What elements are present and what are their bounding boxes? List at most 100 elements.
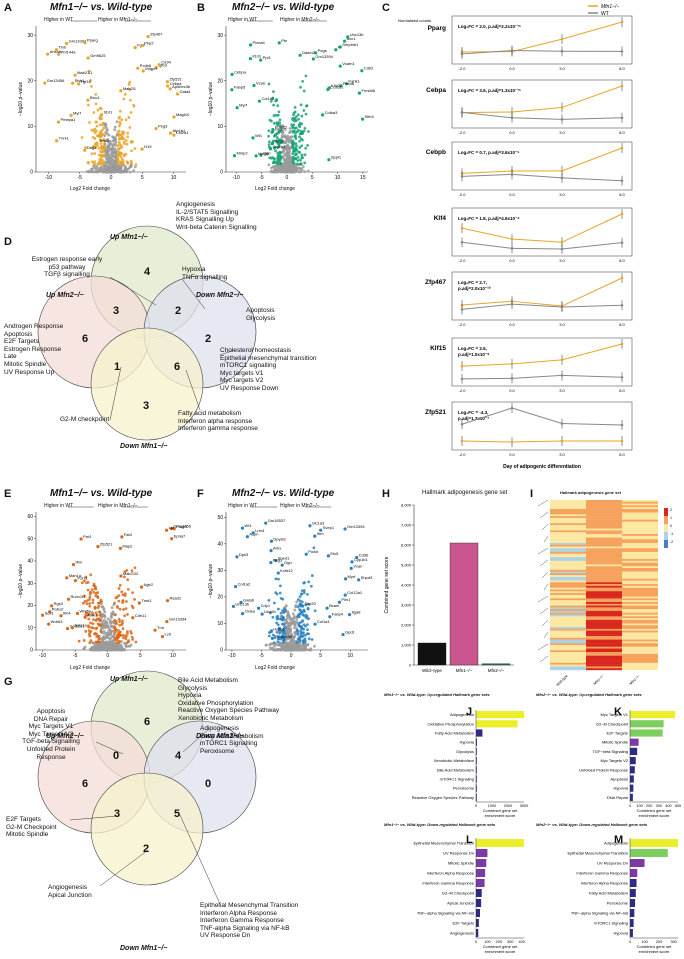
y-tick-label: 0 <box>220 170 223 176</box>
labelled-point <box>140 43 144 48</box>
heatmap-cell <box>586 659 622 662</box>
bar-5 <box>630 757 636 765</box>
data-point <box>126 613 129 616</box>
data-point <box>278 118 282 122</box>
heatmap-cell <box>550 657 586 660</box>
data-point <box>118 132 121 136</box>
data-point <box>305 632 309 636</box>
data-point <box>299 608 302 612</box>
data-point <box>291 152 295 156</box>
heatmap-cell <box>586 662 622 665</box>
data-point <box>280 141 284 145</box>
gene-label: Dag2 <box>87 145 97 150</box>
gene-name-zfp521: Zfp521 <box>425 409 446 416</box>
gene-label: Ifrm <box>75 560 83 565</box>
y-axis-label: −log10 p−value <box>18 564 24 598</box>
heatmap-cell <box>586 510 622 513</box>
gene-label: Plxna4 <box>253 40 266 45</box>
data-point <box>87 625 91 629</box>
labelled-point <box>96 544 100 549</box>
heatmap-cell <box>550 584 586 587</box>
data-point <box>121 627 125 630</box>
venn-g-annot-up2-down1: E2F Targets G2-M Checkpoint Mitotic Spindl… <box>6 816 57 839</box>
data-point <box>302 608 306 612</box>
gene-label: Podxl <box>308 549 318 554</box>
heatmap-cell <box>586 537 622 540</box>
x-tick-label: 10 <box>170 653 176 659</box>
data-point <box>88 595 92 599</box>
data-point <box>109 629 113 633</box>
data-point <box>281 146 285 150</box>
data-point <box>124 139 128 142</box>
x-axis-label-2: enrichment score <box>639 949 670 954</box>
x-tick-label: -5 <box>73 653 78 659</box>
y-tick-label: 30 <box>217 568 223 574</box>
gene-label: Prss12 <box>275 125 288 130</box>
heatmap-cell <box>550 501 586 504</box>
data-point <box>101 150 105 154</box>
data-point <box>99 623 103 627</box>
heatmap-cell <box>586 532 622 535</box>
data-point <box>271 633 275 637</box>
data-point <box>124 642 127 646</box>
data-point <box>122 636 125 640</box>
labelled-point <box>55 139 59 143</box>
heatmap-cell <box>622 530 658 533</box>
bar-8 <box>630 919 634 927</box>
y-tick-label: 0 <box>30 170 33 176</box>
category-label: G2−M Checkpoint <box>596 721 629 726</box>
y-tick-label: 0 <box>30 648 33 654</box>
data-point <box>102 629 106 633</box>
data-point <box>267 82 271 86</box>
heatmap-cell <box>622 666 658 669</box>
gene-label: Rsad1 <box>170 596 182 601</box>
heatmap-cell <box>622 535 658 538</box>
stat-label: Log₂FC = 2.0, p.adj=2.2x10⁻¹⁶ <box>458 24 521 29</box>
heatmap-cell <box>550 607 586 610</box>
data-point <box>93 607 97 610</box>
gene-label: Cdh2 <box>364 66 374 71</box>
panel-letter-e: E <box>4 488 12 500</box>
gene-label: Dpk3 <box>239 552 249 557</box>
gene-label: Cyp1b1 <box>354 557 369 562</box>
data-point <box>460 308 464 311</box>
heatmap-cell <box>550 619 586 622</box>
data-point <box>272 641 276 645</box>
data-point <box>300 592 304 596</box>
x-axis-label-2: enrichment score <box>485 813 516 818</box>
data-point <box>293 105 297 109</box>
data-point <box>307 648 311 652</box>
heatmap-cell <box>550 573 586 576</box>
venn-c-count-up1-down2: 2 <box>175 305 182 317</box>
data-point <box>91 129 95 133</box>
data-point <box>309 584 313 588</box>
data-point <box>307 637 311 641</box>
data-point <box>281 130 285 133</box>
data-point <box>275 136 279 139</box>
heatmap-cell <box>586 661 622 664</box>
data-point <box>292 142 296 145</box>
data-point <box>95 632 98 636</box>
data-point <box>296 156 300 159</box>
labelled-point <box>166 84 170 88</box>
data-point <box>280 629 284 633</box>
heatmap-cell <box>550 580 586 583</box>
data-point <box>100 153 104 157</box>
data-point <box>298 132 302 136</box>
heatmap-cell <box>586 507 622 510</box>
data-point <box>128 88 132 92</box>
labelled-point <box>168 87 172 91</box>
labelled-point <box>65 41 69 46</box>
gene-label: Fgf16 <box>81 79 92 84</box>
heatmap-cell <box>586 607 622 610</box>
data-point <box>300 153 304 157</box>
labelled-point <box>339 84 343 88</box>
labelled-point <box>172 527 176 531</box>
category-label: Apoptosis <box>610 777 628 782</box>
heatmap-cell <box>550 507 586 510</box>
bar-0 <box>476 711 524 719</box>
x-tick-label: -2.0 <box>459 388 467 393</box>
data-point <box>510 110 514 114</box>
labelled-point <box>344 82 349 86</box>
